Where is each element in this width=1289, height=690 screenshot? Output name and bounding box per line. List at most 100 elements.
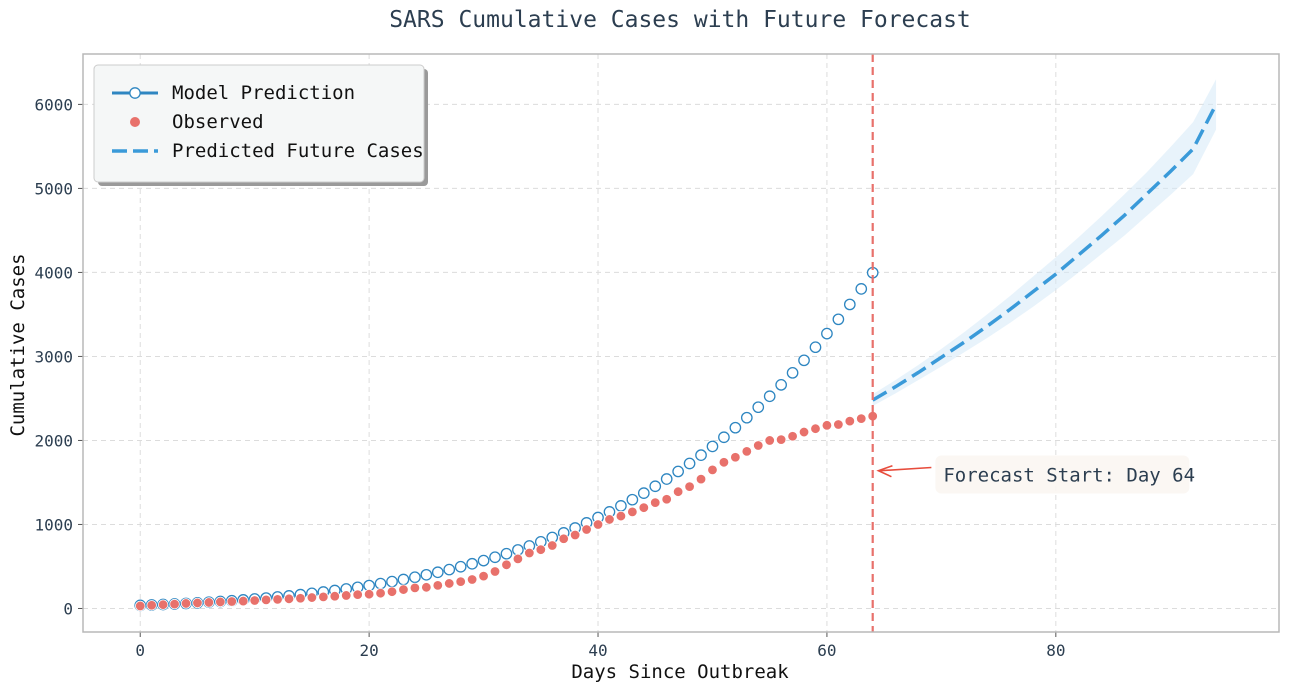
model-prediction-point <box>466 557 478 570</box>
model-prediction-point <box>752 401 765 414</box>
model-prediction-point <box>672 465 684 478</box>
observed-point <box>512 553 524 565</box>
y-tick-label: 1000 <box>34 515 73 534</box>
observed-point <box>432 580 443 591</box>
model-prediction-point <box>489 551 501 564</box>
observed-point <box>455 576 466 587</box>
observed-point <box>604 514 615 525</box>
observed-point <box>249 595 260 606</box>
observed-point <box>535 544 546 555</box>
observed-point <box>215 596 226 608</box>
observed-point <box>581 524 592 535</box>
observed-point <box>409 582 421 594</box>
observed-point <box>421 582 432 593</box>
observed-point <box>730 452 741 463</box>
observed-point <box>650 497 661 508</box>
observed-point <box>856 413 867 424</box>
observed-point <box>844 415 856 427</box>
model-prediction-point <box>718 431 730 444</box>
y-tick-label: 4000 <box>34 263 73 282</box>
model-prediction-point <box>477 554 490 567</box>
model-prediction-point <box>763 390 776 403</box>
model-prediction-point <box>615 500 627 512</box>
observed-point <box>192 597 203 609</box>
model-prediction-point <box>706 440 719 453</box>
legend-handle-marker <box>130 117 140 127</box>
model-prediction-point <box>809 341 822 354</box>
observed-point <box>592 519 604 530</box>
model-prediction-point <box>786 366 799 379</box>
x-tick-label: 0 <box>135 641 145 660</box>
model-prediction-point <box>420 568 433 581</box>
observed-point <box>718 457 730 468</box>
model-prediction-point <box>637 487 650 499</box>
observed-point <box>375 587 386 599</box>
forecast-line <box>871 103 1218 402</box>
observed-point <box>341 590 352 601</box>
observed-point <box>787 431 798 442</box>
observed-point <box>558 533 569 544</box>
observed-point <box>135 600 146 612</box>
observed-point <box>238 595 249 607</box>
observed-point <box>157 599 169 610</box>
observed-point <box>524 547 535 559</box>
y-tick-label: 3000 <box>34 347 73 366</box>
model-prediction-point <box>512 544 524 556</box>
observed-point <box>821 420 833 431</box>
model-prediction-point <box>798 354 810 367</box>
observed-point <box>569 529 581 541</box>
observed-point <box>306 592 318 603</box>
model-prediction-point <box>843 298 856 311</box>
annotation-text: Forecast Start: Day 64 <box>943 465 1195 487</box>
model-prediction-point <box>729 421 742 434</box>
observed-point <box>764 435 775 446</box>
observed-point <box>203 597 215 608</box>
legend-box <box>93 64 425 183</box>
observed-point <box>810 423 821 434</box>
observed-point <box>798 426 810 438</box>
legend-label: Observed <box>172 111 264 133</box>
x-tick-label: 80 <box>1046 641 1065 660</box>
observed-point <box>260 594 272 606</box>
observed-point <box>684 481 695 492</box>
x-tick-label: 40 <box>588 641 607 660</box>
model-prediction-point <box>740 411 753 424</box>
model-prediction-point <box>443 563 456 576</box>
model-prediction-point <box>832 313 845 326</box>
y-tick-label: 6000 <box>34 95 73 114</box>
observed-point <box>638 502 650 513</box>
plot-frame <box>82 53 1280 633</box>
legend: Model Prediction Observed Predicted Future… <box>93 64 428 186</box>
x-tick-label: 20 <box>359 641 378 660</box>
annotation-arrow-head <box>876 464 893 478</box>
forecast-confidence-band <box>872 79 1217 407</box>
model-prediction-point <box>649 480 662 493</box>
model-prediction-point <box>775 378 787 391</box>
observed-point <box>272 594 283 605</box>
observed-point <box>489 566 501 577</box>
observed-point <box>741 446 753 457</box>
model-prediction-point <box>397 573 410 586</box>
legend-handle-marker <box>129 87 141 99</box>
model-prediction-point <box>660 473 673 485</box>
model-prediction-point <box>454 560 467 573</box>
annotation-arrow-shaft <box>880 466 932 472</box>
observed-point <box>318 591 329 603</box>
observed-point <box>295 593 306 604</box>
observed-point <box>547 540 558 551</box>
observed-point <box>661 494 672 505</box>
y-tick-label: 5000 <box>34 179 73 198</box>
observed-point <box>386 586 398 597</box>
model-prediction-point <box>695 449 707 462</box>
x-tick-label: 60 <box>817 641 836 660</box>
observed-point <box>466 574 478 585</box>
observed-point <box>226 596 237 607</box>
model-prediction-point <box>500 547 513 560</box>
y-tick-label: 2000 <box>34 431 73 450</box>
observed-point <box>672 486 684 497</box>
observed-point <box>146 600 157 611</box>
x-axis-label: Days Since Outbreak <box>571 661 789 683</box>
observed-point <box>444 578 455 589</box>
observed-point <box>478 570 489 582</box>
